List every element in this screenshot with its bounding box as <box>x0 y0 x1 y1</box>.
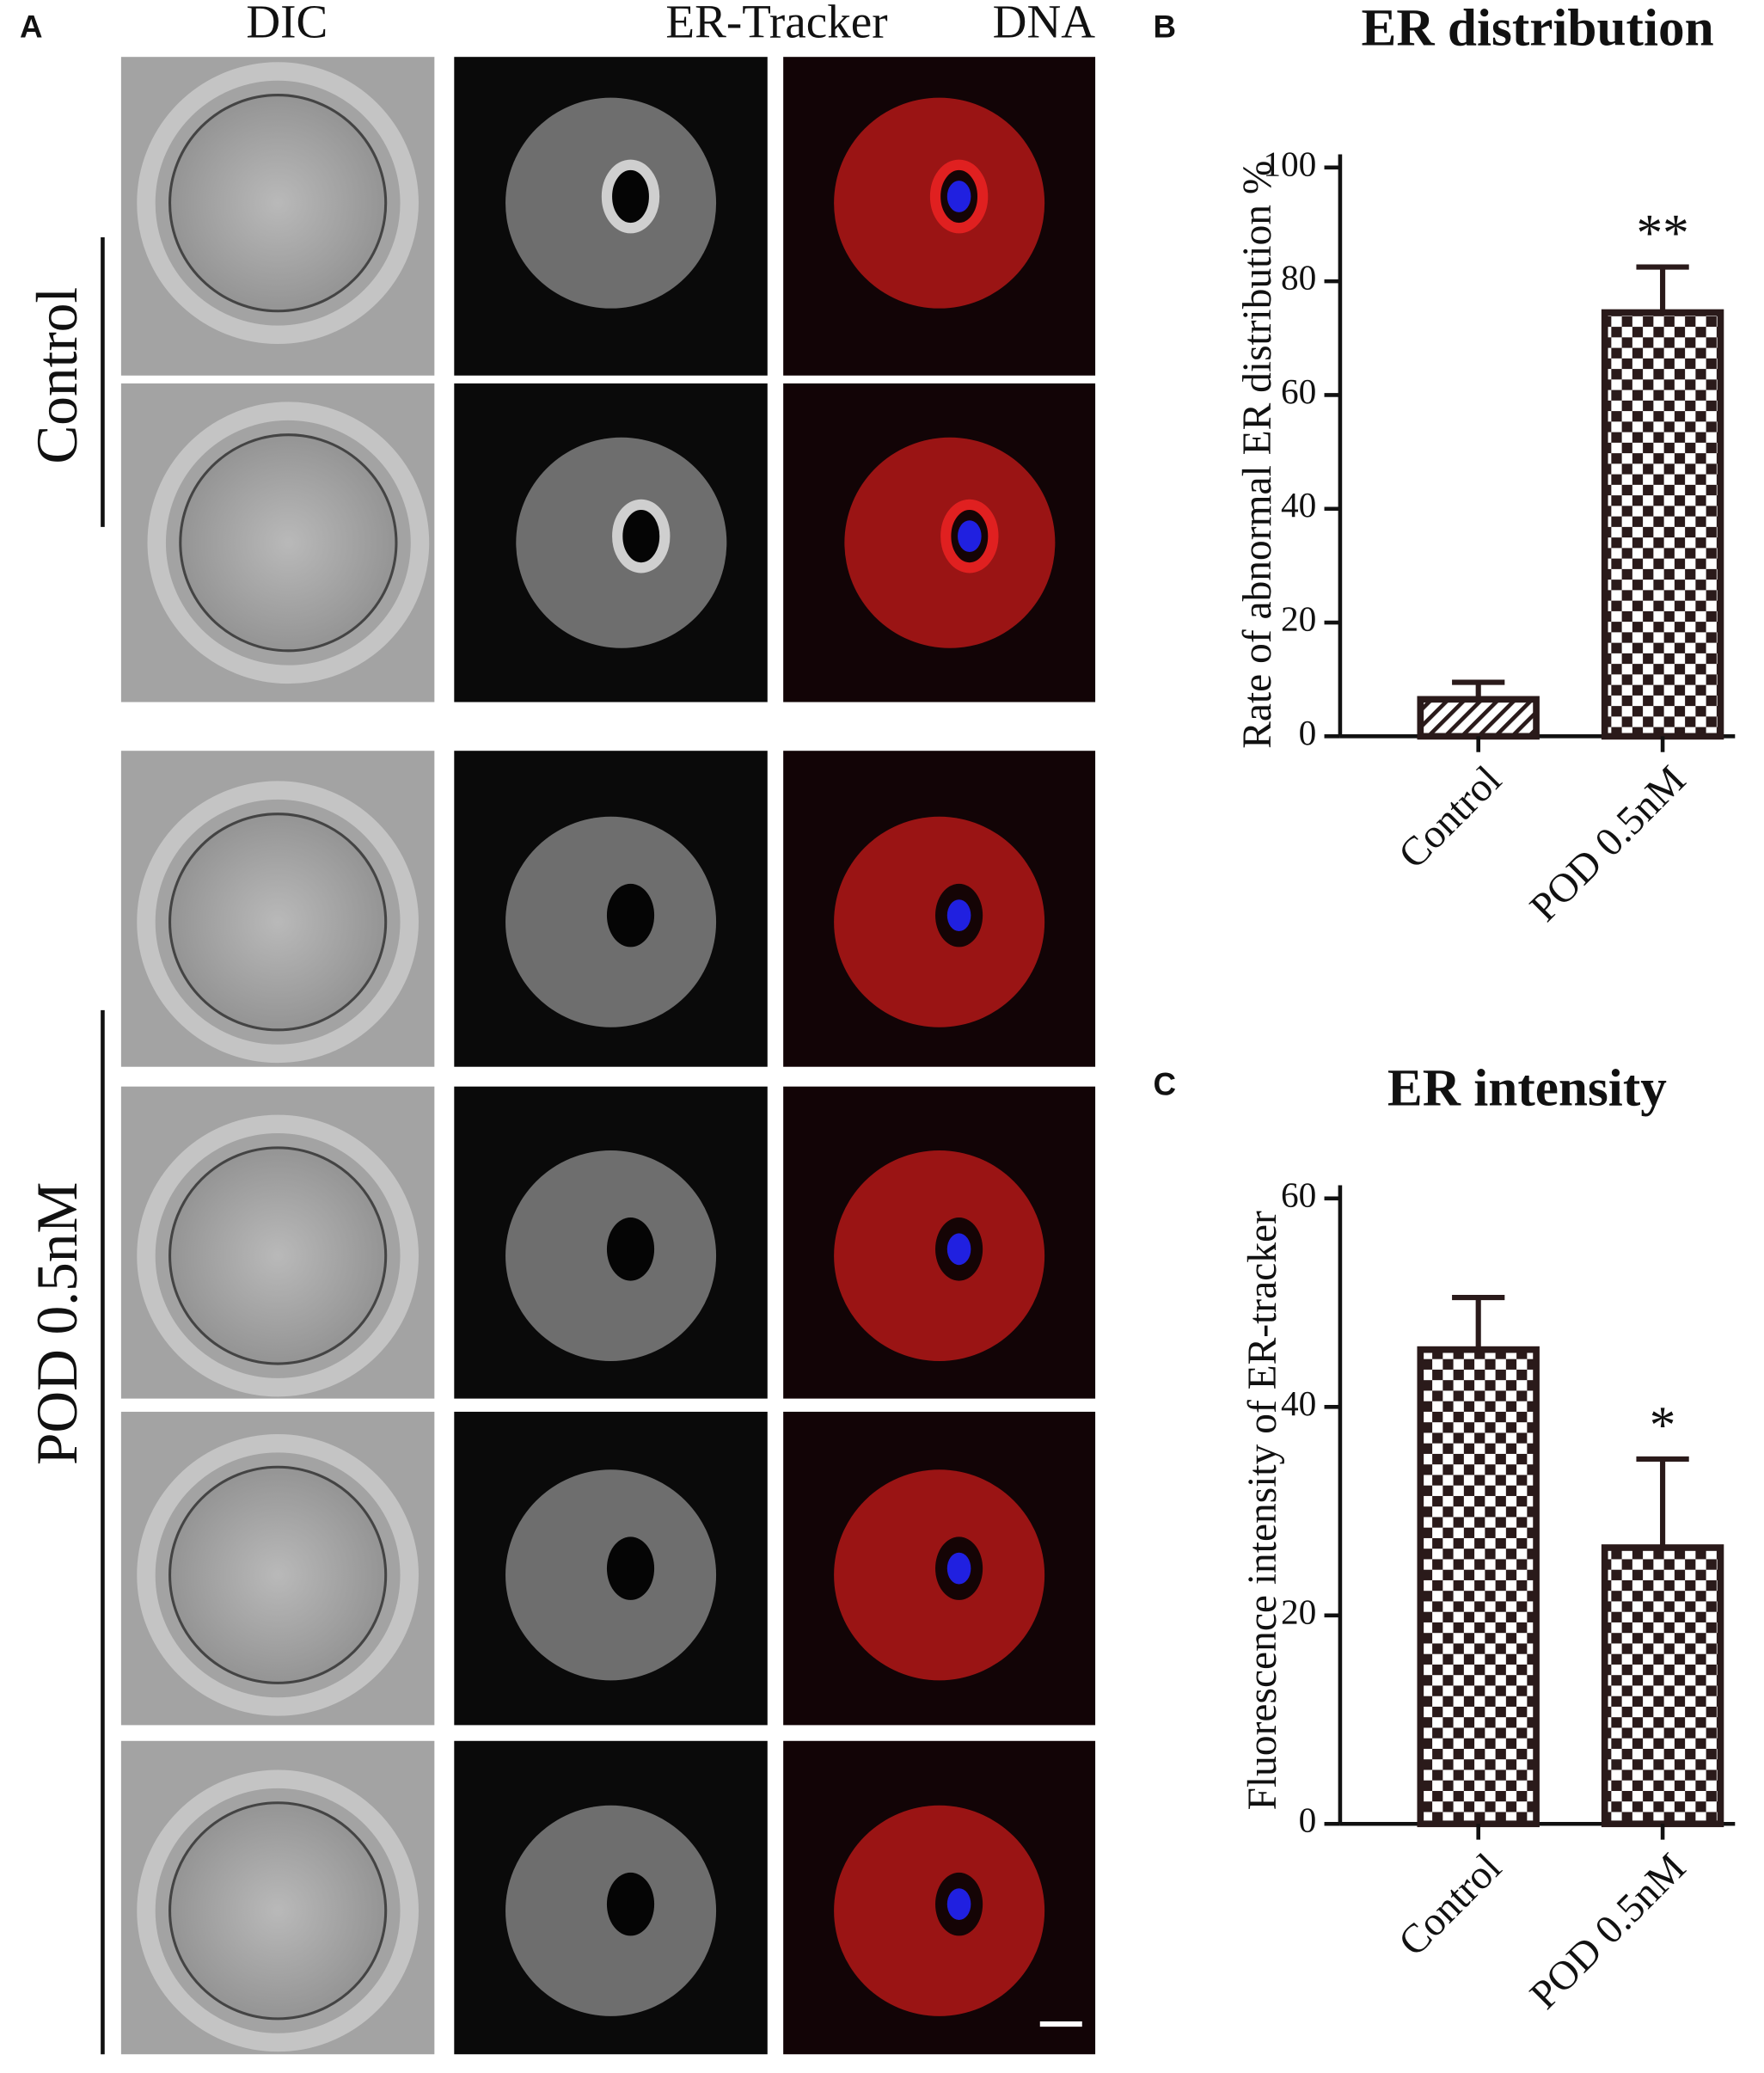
dna <box>946 1233 971 1266</box>
panel-label: C <box>1153 1066 1176 1101</box>
oocyte <box>168 1146 388 1365</box>
column-header: ER-Tracker <box>665 0 887 48</box>
y-tick-label: 60 <box>1281 371 1316 411</box>
dna <box>958 520 982 552</box>
group-label: Control <box>25 287 89 464</box>
y-axis-label: Rate of abnormal ER distribution % <box>1235 161 1280 749</box>
spindle-region <box>606 1217 655 1281</box>
micrographs <box>120 57 1096 2055</box>
bar <box>1601 309 1724 740</box>
column-header: DNA <box>993 0 1096 48</box>
spindle-region <box>606 1872 655 1936</box>
y-tick-label: 0 <box>1299 1800 1317 1840</box>
y-tick-label: 80 <box>1281 258 1316 297</box>
x-tick-label: POD 0.5nM <box>1522 1845 1694 2018</box>
spindle-region <box>606 1536 655 1600</box>
spindle-region <box>612 499 671 573</box>
x-tick-label: Control <box>1390 757 1510 877</box>
y-tick-label: 60 <box>1281 1174 1316 1214</box>
chart-title: ER intensity <box>1387 1058 1667 1117</box>
zona <box>137 1769 419 2052</box>
oocyte <box>168 813 388 1032</box>
column-header: DIC <box>246 0 328 48</box>
dna <box>946 899 971 931</box>
bar <box>1601 1544 1724 1828</box>
y-tick-label: 20 <box>1281 599 1316 639</box>
y-tick-label: 40 <box>1281 1383 1316 1423</box>
bar <box>1417 696 1540 740</box>
y-tick-label: 0 <box>1299 713 1317 752</box>
dna <box>946 1552 971 1585</box>
dna <box>946 1888 971 1921</box>
x-tick-label: Control <box>1390 1845 1510 1965</box>
y-axis-label: Fluorescence intensity of ER-tracker <box>1240 1211 1285 1810</box>
zona <box>147 402 430 684</box>
oocyte <box>168 1465 388 1684</box>
group-label: POD 0.5nM <box>25 1182 89 1465</box>
panel-label: A <box>20 9 43 45</box>
zona <box>137 781 419 1064</box>
bar <box>1417 1346 1540 1828</box>
spindle-region <box>606 883 655 948</box>
panel-label: B <box>1153 9 1176 45</box>
oocyte <box>168 94 388 313</box>
dna <box>946 181 971 212</box>
zona <box>137 62 419 345</box>
chart-title: ER distribution <box>1362 0 1714 58</box>
spindle-region <box>601 159 660 234</box>
significance: ** <box>1636 204 1688 262</box>
y-tick-label: 20 <box>1281 1592 1316 1631</box>
x-tick-label: POD 0.5nM <box>1522 757 1694 930</box>
zona <box>137 1114 419 1397</box>
zona <box>137 1433 419 1716</box>
oocyte <box>168 1801 388 2021</box>
y-tick-label: 100 <box>1263 144 1316 183</box>
significance: * <box>1650 1395 1676 1454</box>
oocyte <box>179 433 398 653</box>
y-tick-label: 40 <box>1281 485 1316 524</box>
